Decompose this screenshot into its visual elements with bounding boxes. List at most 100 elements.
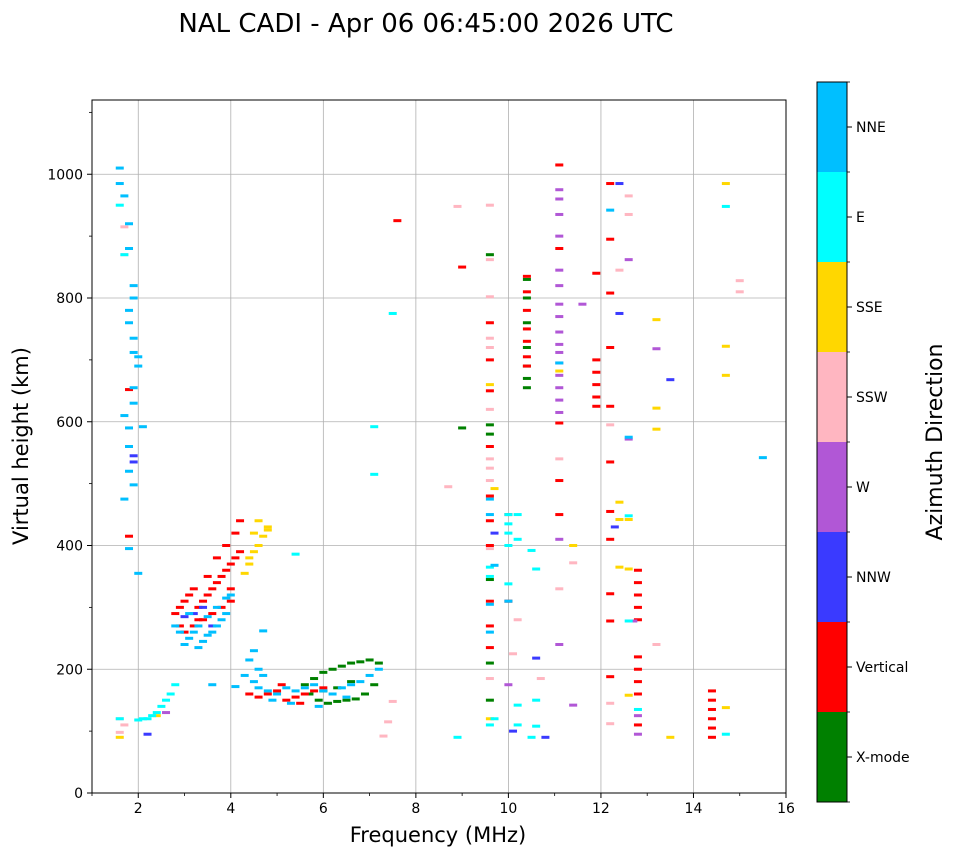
echo-point-vertical — [606, 404, 615, 408]
echo-point-nne — [129, 284, 138, 288]
echo-point-x-mode — [485, 661, 494, 665]
echo-point-nne — [624, 435, 633, 439]
echo-point-x-mode — [485, 578, 494, 582]
echo-point-x-mode — [356, 660, 365, 664]
plot-frame — [91, 99, 787, 794]
echo-point-vertical — [180, 599, 189, 603]
echo-point-ssw — [453, 204, 462, 208]
y-tick-label: 200 — [56, 662, 83, 678]
echo-point-x-mode — [347, 661, 356, 665]
echo-point-ssw — [652, 643, 661, 646]
echo-point-w — [555, 234, 564, 238]
echo-point-vertical — [393, 219, 402, 223]
echo-point-e — [485, 565, 494, 569]
echo-point-vertical — [485, 599, 494, 603]
echo-point-nne — [222, 612, 231, 616]
echo-point-ssw — [735, 290, 744, 294]
echo-point-vertical — [555, 163, 564, 167]
echo-point-vertical — [633, 692, 642, 696]
echo-point-w — [555, 188, 564, 192]
echo-point-nnw — [490, 531, 499, 535]
echo-point-x-mode — [522, 296, 531, 300]
echo-point-e — [171, 683, 180, 687]
echo-point-e — [388, 311, 397, 315]
echo-point-vertical — [555, 513, 564, 517]
echo-point-sse — [245, 556, 254, 560]
echo-point-ssw — [485, 466, 494, 470]
echo-point-sse — [254, 519, 263, 523]
echo-point-vertical — [522, 364, 531, 368]
echo-point-vertical — [555, 421, 564, 425]
echo-point-x-mode — [333, 686, 342, 690]
echo-point-e — [513, 723, 522, 727]
echo-point-nne — [217, 618, 226, 622]
echo-point-sse — [555, 369, 564, 373]
echo-point-sse — [569, 544, 578, 547]
echo-point-sse — [721, 344, 730, 348]
echo-point-nne — [263, 689, 272, 693]
echo-point-e — [513, 537, 522, 541]
echo-point-nne — [347, 683, 356, 687]
echo-point-nne — [134, 355, 143, 359]
echo-point-sse — [254, 544, 263, 547]
echo-point-sse — [240, 571, 249, 575]
echo-point-vertical — [254, 695, 263, 699]
echo-point-sse — [263, 525, 272, 529]
colorbar-segment — [817, 712, 847, 802]
plot-area-background — [92, 100, 786, 793]
echo-point-vertical — [633, 581, 642, 585]
echo-point-vertical — [310, 689, 319, 693]
echo-point-nne — [120, 414, 129, 418]
echo-point-nne — [138, 425, 147, 429]
echo-point-vertical — [263, 692, 272, 696]
echo-point-ssw — [509, 652, 518, 656]
echo-point-ssw — [485, 336, 494, 340]
colorbar-segment — [817, 82, 847, 172]
echo-point-w — [555, 342, 564, 346]
echo-point-nnw — [199, 605, 208, 609]
echo-point-e — [504, 513, 513, 517]
echo-point-nne — [606, 208, 615, 212]
echo-point-sse — [615, 565, 624, 569]
echo-point-ssw — [485, 295, 494, 299]
echo-point-nnw — [180, 615, 189, 619]
echo-point-sse — [490, 487, 499, 491]
echo-point-vertical — [707, 726, 716, 730]
echo-point-x-mode — [319, 670, 328, 674]
echo-point-vertical — [485, 445, 494, 448]
echo-point-nne — [259, 629, 268, 633]
echo-point-x-mode — [314, 698, 323, 702]
echo-point-vertical — [222, 568, 231, 572]
echo-point-vertical — [522, 290, 531, 294]
echo-point-sse — [721, 373, 730, 377]
echo-point-nne — [291, 689, 300, 693]
echo-point-e — [138, 717, 147, 721]
colorbar-segment — [817, 622, 847, 712]
echo-point-x-mode — [351, 697, 360, 701]
echo-point-x-mode — [522, 386, 531, 390]
echo-point-nne — [328, 692, 337, 696]
echo-point-nne — [129, 401, 138, 405]
echo-point-e — [120, 253, 129, 257]
chart-title: NAL CADI - Apr 06 06:45:00 2026 UTC — [178, 9, 673, 39]
echo-point-nnw — [129, 460, 138, 464]
echo-point-vertical — [203, 593, 212, 597]
echo-point-nne — [254, 686, 263, 690]
echo-point-ssw — [444, 485, 453, 489]
echo-point-vertical — [633, 667, 642, 671]
echo-point-vertical — [707, 717, 716, 721]
echo-point-e — [143, 717, 152, 721]
echo-point-ssw — [536, 677, 545, 681]
echo-point-nne — [125, 308, 134, 312]
echo-point-vertical — [485, 624, 494, 628]
echo-point-w — [555, 386, 564, 390]
echo-point-nne — [180, 643, 189, 646]
colorbar-segment — [817, 262, 847, 352]
echo-point-nne — [286, 701, 295, 705]
echo-point-nne — [282, 686, 291, 690]
echo-point-x-mode — [360, 692, 369, 696]
echo-point-nne — [310, 683, 319, 687]
echo-point-vertical — [199, 599, 208, 603]
colorbar-label: E — [856, 210, 865, 226]
echo-point-x-mode — [310, 677, 319, 681]
